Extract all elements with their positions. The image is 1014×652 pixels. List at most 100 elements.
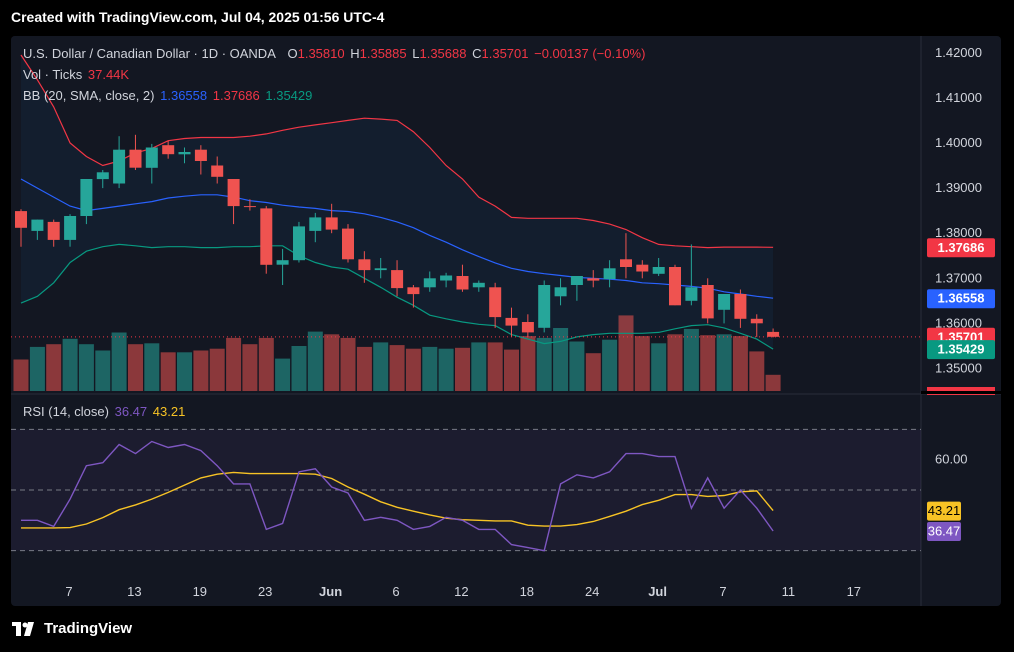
volume-legend: Vol · Ticks 37.44K [23,67,131,82]
candle-body [64,216,77,240]
candle-body [31,219,44,231]
volume-bar [536,337,552,391]
candle-body [80,179,93,216]
volume-bar [128,344,143,391]
time-tick-label: 13 [127,584,141,599]
rsi-ma-tag: 43.21 [928,503,961,518]
candle-body [652,267,665,274]
bb-lower-line [20,243,774,350]
volume-bar [749,351,765,391]
rsi-value-tag: 36.47 [928,524,961,539]
volume-bar [667,334,683,391]
bb-upper-price-tag: 1.37686 [938,240,985,255]
candle-body [750,318,763,324]
candle-body [587,278,600,281]
candle-body [620,259,632,267]
volume-bar [732,336,748,391]
brand-name: TradingView [44,620,133,637]
volume-bar [455,347,470,391]
price-tick-label: 1.40000 [935,135,982,150]
candle-body [456,276,469,290]
price-tick-label: 1.37000 [935,270,982,285]
chart-container[interactable]: 1.42000 1.41000 1.40000 1.39000 1.38000 1.370… [11,36,1001,606]
volume-bar [651,343,667,391]
created-with-banner: Created with TradingView.com, Jul 04, 20… [11,9,385,25]
candle-body [505,317,518,326]
change-value: −0.00137 (−0.10%) [534,46,646,61]
chart-canvas[interactable]: 1.42000 1.41000 1.40000 1.39000 1.38000 1.370… [11,36,1001,606]
candle-body [472,282,485,288]
candle-body [96,172,109,180]
time-tick-label: 24 [585,584,599,599]
time-tick-label: 6 [392,584,399,599]
rsi-tick-label: 60.00 [935,452,968,467]
candle-body [636,264,649,272]
rsi-ma-value: 43.21 [152,404,186,419]
volume-bar [602,339,618,391]
volume-bar [716,334,732,391]
volume-bar [438,348,454,391]
volume-bar [553,328,569,391]
candle-body [211,165,224,177]
bb-band-fill [21,55,774,350]
volume-bar [275,358,291,391]
rsi-value: 36.47 [114,404,148,419]
price-tick-label: 1.35000 [935,360,982,375]
volume-bar [46,344,62,391]
candle-body [178,152,191,155]
volume-label: Vol · Ticks [23,67,83,82]
price-tick-label: 1.42000 [935,45,982,60]
rsi-value-tag-bg [927,522,961,541]
time-tick-label: 11 [782,584,796,599]
rsi-line [21,440,774,552]
volume-bar [291,346,307,391]
candle-body [309,217,322,231]
volume-bar [585,353,601,391]
volume-bar [405,348,421,391]
volume-bar [634,336,650,391]
candle-body [194,149,207,161]
candle-body [521,322,534,333]
candle-body [374,268,387,271]
volume-bar [95,350,111,391]
candle-body [554,287,567,297]
candle-body [489,287,502,318]
volume-bar [504,349,519,391]
volume-bar [242,344,258,391]
rsi-legend: RSI (14, close) 36.47 43.21 [23,404,187,419]
high-label: H [350,46,360,61]
candle-body [162,145,175,155]
time-tick-label: Jul [648,584,667,599]
symbol-legend: U.S. Dollar / Canadian Dollar · 1D · OAN… [23,46,647,61]
volume-bar [78,344,94,391]
close-label: C [472,46,482,61]
candle-body [129,149,142,168]
bb-lower-price-tag: 1.35429 [938,342,985,357]
candle-body [260,208,273,265]
volume-bar [422,346,438,391]
volume-value: 37.44K [87,67,130,82]
time-tick-label: 7 [719,584,726,599]
price-tick-label: 1.41000 [935,90,982,105]
bb-upper-value: 1.37686 [212,88,260,103]
bb-basis-price-tag: 1.36558 [938,291,985,306]
volume-bar [13,359,29,391]
volume-bar [340,337,356,391]
volume-bar [160,352,176,391]
volume-bar [29,346,45,391]
volume-bar [209,348,225,391]
open-label: O [287,46,298,61]
volume-bar [487,342,503,391]
tradingview-brand[interactable]: TradingView [12,620,132,637]
bb-lower-value: 1.35429 [265,88,313,103]
volume-bar [373,342,389,391]
bb-basis-line [20,178,774,299]
symbol-title: U.S. Dollar / Canadian Dollar · 1D · OAN… [23,46,276,61]
bb-basis-price-tag-bg [927,289,995,309]
volume-bar [569,341,585,391]
close-value: 1.35701 [481,46,529,61]
time-tick-label: 7 [65,584,72,599]
volume-bar [683,328,699,391]
volume-bar [520,336,536,391]
candle-body [293,226,305,261]
